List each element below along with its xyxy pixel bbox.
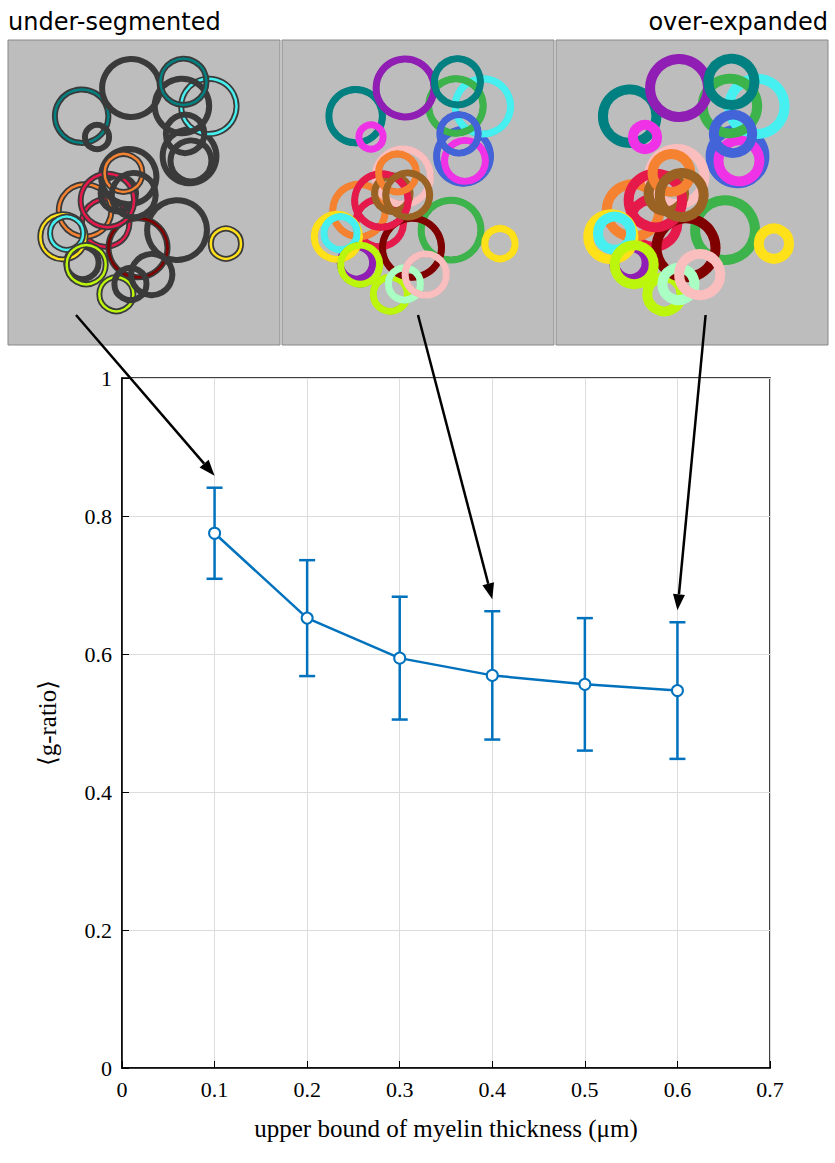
svg-text:under-segmented: under-segmented — [8, 8, 221, 36]
svg-text:over-expanded: over-expanded — [648, 8, 828, 36]
svg-text:0.4: 0.4 — [479, 1077, 507, 1102]
svg-text:0.5: 0.5 — [571, 1077, 599, 1102]
svg-text:0.2: 0.2 — [85, 918, 113, 943]
svg-text:0.7: 0.7 — [756, 1077, 784, 1102]
svg-text:0.6: 0.6 — [664, 1077, 692, 1102]
svg-text:upper bound of myelin thicknes: upper bound of myelin thickness (μm) — [254, 1115, 637, 1143]
svg-text:0.8: 0.8 — [85, 504, 113, 529]
svg-text:1: 1 — [101, 366, 112, 391]
svg-text:⟨g-ratio⟩: ⟨g-ratio⟩ — [34, 680, 61, 766]
svg-text:0.3: 0.3 — [386, 1077, 414, 1102]
svg-text:0.4: 0.4 — [85, 780, 113, 805]
svg-text:0: 0 — [101, 1056, 112, 1081]
svg-text:0.6: 0.6 — [85, 642, 113, 667]
svg-text:0: 0 — [117, 1077, 128, 1102]
svg-text:0.1: 0.1 — [201, 1077, 229, 1102]
svg-text:0.2: 0.2 — [293, 1077, 321, 1102]
